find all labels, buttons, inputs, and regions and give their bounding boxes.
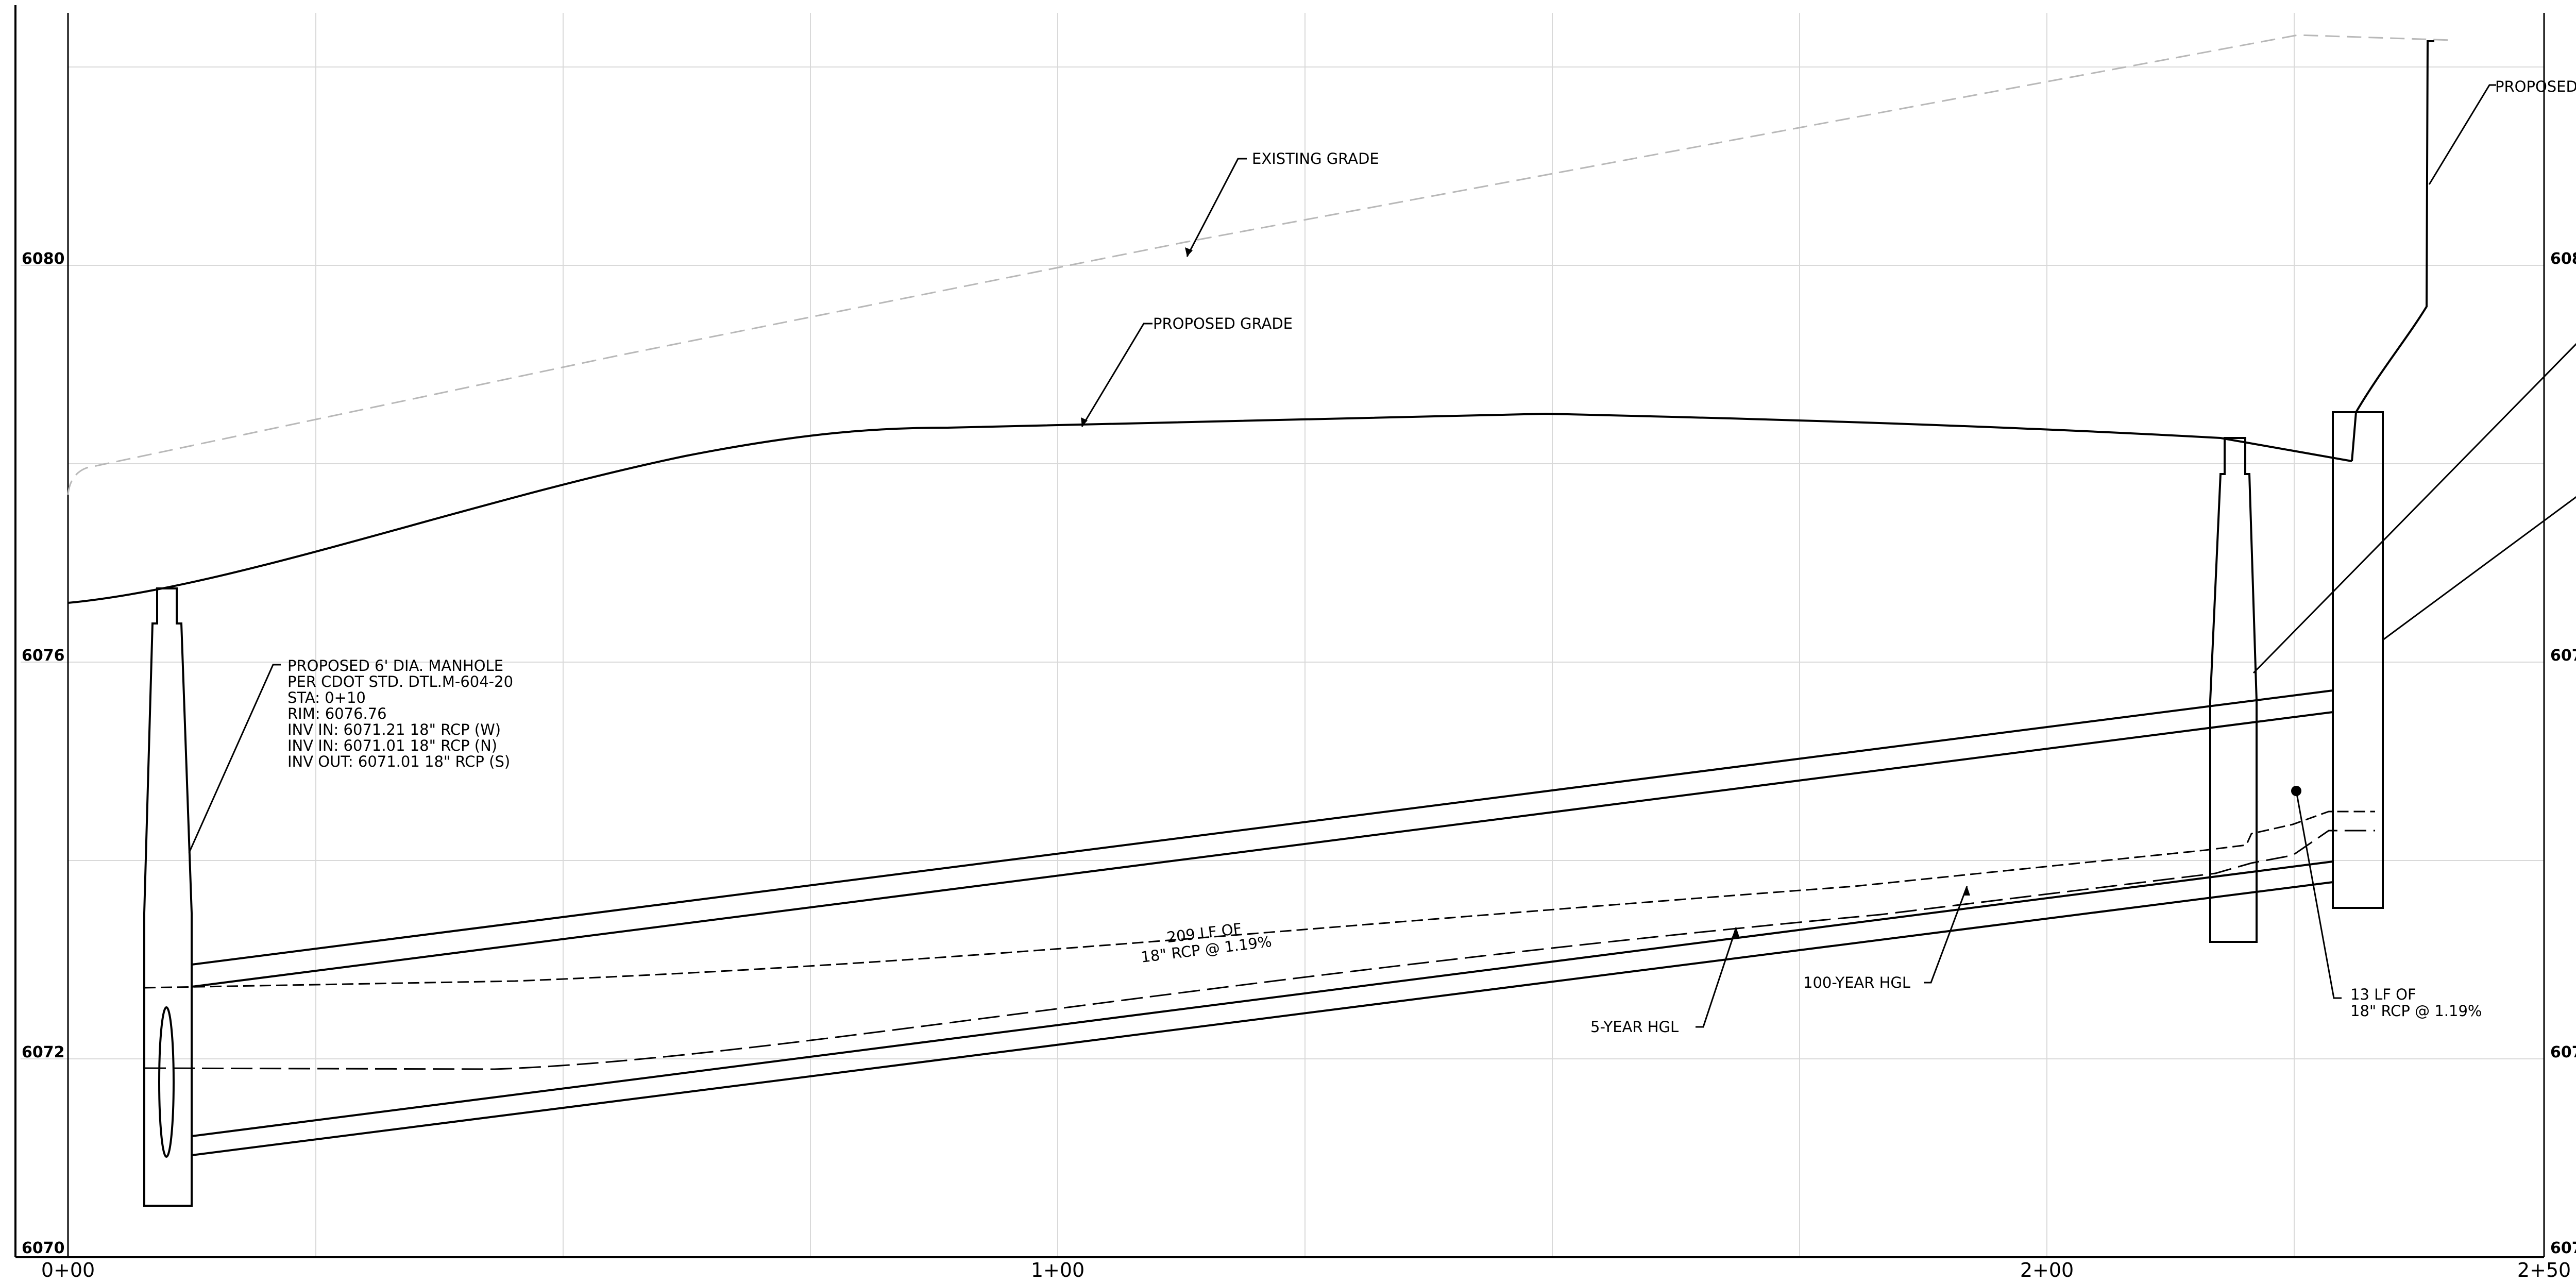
hgl-100-year-line	[144, 811, 2375, 989]
proposed-grade-label: PROPOSED GRADE	[1153, 315, 1293, 332]
profile-frame	[14, 5, 2545, 1258]
pipe-short-label-length: 13 LF OF	[2350, 986, 2416, 1003]
elevation-label-6076-right: 6076	[2550, 647, 2576, 665]
station-label-2-50: 2+50	[2517, 1259, 2571, 1281]
pipe-short-label-spec: 18" RCP @ 1.19%	[2350, 1002, 2482, 1020]
manhole-note-line: INV OUT: 6071.01 18" RCP (S)	[287, 753, 510, 770]
existing-grade-line	[67, 34, 2453, 495]
manhole-note: PROPOSED 6' DIA. MANHOLE PER CDOT STD. D…	[287, 657, 513, 770]
hgl-100-year-label: 100-YEAR HGL	[1803, 974, 1910, 991]
elevation-label-6072-right: 6072	[2550, 1043, 2576, 1061]
station-label-2-00: 2+00	[2020, 1259, 2074, 1281]
manhole-note-line: RIM: 6076.76	[287, 705, 387, 722]
pipe-209-lf	[191, 689, 2333, 1156]
pipe-short-label: 13 LF OF 18" RCP @ 1.19%	[2350, 986, 2482, 1020]
hgl-5-year-label: 5-YEAR HGL	[1590, 1018, 1679, 1036]
manhole-note-line: PROPOSED 6' DIA. MANHOLE	[287, 657, 503, 674]
station-label-1-00: 1+00	[1031, 1259, 1084, 1281]
manhole-note-line: INV IN: 6071.01 18" RCP (N)	[287, 737, 497, 754]
leader-lines	[188, 84, 2576, 1028]
elevation-label-6070-left: 6070	[22, 1239, 65, 1257]
proposed-right-structure-line	[2351, 40, 2434, 462]
station-labels: 0+00 1+00 2+00 2+50	[41, 1259, 2571, 1281]
elevation-label-6070-right: 6070	[2550, 1239, 2576, 1257]
station-label-0-00: 0+00	[41, 1259, 95, 1281]
profile-grid	[21, 13, 2544, 1257]
elevation-label-6076-left: 6076	[22, 647, 65, 665]
proposed-right-label: PROPOSED RE	[2495, 78, 2576, 95]
elevation-label-6080-left: 6080	[22, 250, 65, 268]
manhole-left	[143, 587, 193, 1207]
structure-box-right	[2332, 411, 2384, 909]
hgl-5-year-line	[144, 830, 2375, 1070]
manhole-note-line: PER CDOT STD. DTL.M-604-20	[287, 673, 513, 690]
elevation-label-6072-left: 6072	[22, 1043, 65, 1061]
elevation-label-6080-right: 6080	[2550, 250, 2576, 268]
manhole-note-line: INV IN: 6071.21 18" RCP (W)	[287, 721, 501, 738]
elevation-labels: 6080 6076 6072 6070 6080 6076 6072 6070	[22, 250, 2576, 1257]
proposed-grade-line	[67, 412, 2352, 604]
manhole-note-line: STA: 0+10	[287, 689, 366, 706]
manhole-right	[2209, 437, 2258, 943]
existing-grade-label: EXISTING GRADE	[1252, 150, 1379, 167]
